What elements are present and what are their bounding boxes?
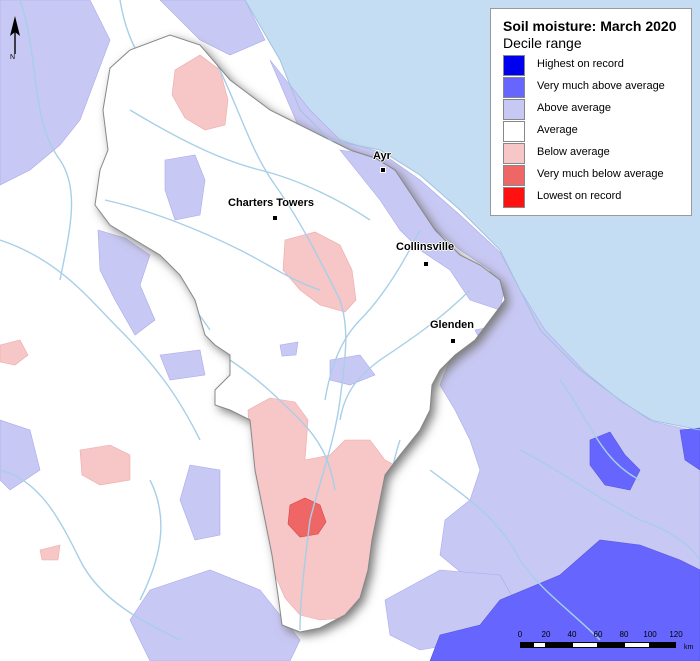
town-label-ayr: Ayr: [373, 150, 391, 162]
legend-title: Soil moisture: March 2020: [503, 18, 677, 34]
scale-tick-label: 80: [619, 630, 629, 639]
scale-tick-label: 60: [593, 630, 603, 639]
legend-label: Highest on record: [537, 58, 624, 70]
north-arrow-icon: [10, 16, 20, 54]
scale-tick-label: 20: [541, 630, 551, 639]
scale-unit: km: [684, 644, 694, 651]
scale-segment: [546, 642, 572, 648]
legend-item: Above average: [503, 99, 689, 121]
scale-bar: 0 20 40 60 80 100 120 km: [512, 630, 696, 658]
scale-tick-label: 100: [643, 630, 657, 639]
legend-item: Very much below average: [503, 165, 689, 187]
legend-item: Below average: [503, 143, 689, 165]
legend-swatch-above: [503, 99, 525, 120]
legend-label: Lowest on record: [537, 190, 622, 202]
legend-swatch-very-much-below: [503, 165, 525, 186]
map-legend: Soil moisture: March 2020 Decile range H…: [490, 8, 692, 216]
legend-swatch-very-much-above: [503, 77, 525, 98]
scale-segment: [533, 642, 546, 648]
legend-swatch-lowest: [503, 187, 525, 208]
scale-segment: [624, 642, 650, 648]
legend-item: Very much above average: [503, 77, 689, 99]
scale-segment: [520, 642, 533, 648]
scale-segment: [598, 642, 624, 648]
scale-tick-label: 0: [517, 630, 523, 639]
legend-subtitle: Decile range: [503, 35, 582, 51]
legend-label: Average: [537, 124, 578, 136]
town-dot-charters-towers: [272, 215, 278, 221]
legend-item: Average: [503, 121, 689, 143]
legend-label: Below average: [537, 146, 610, 158]
scale-segment: [650, 642, 676, 648]
scale-tick-label: 40: [567, 630, 577, 639]
legend-label: Very much above average: [537, 80, 665, 92]
town-dot-collinsville: [423, 261, 429, 267]
town-label-glenden: Glenden: [430, 319, 475, 331]
legend-item: Highest on record: [503, 55, 689, 77]
town-dot-ayr: [380, 167, 386, 173]
legend-label: Above average: [537, 102, 611, 114]
coastline: [244, 0, 700, 431]
town-label-collinsville: Collinsville: [396, 241, 455, 253]
legend-label: Very much below average: [537, 168, 664, 180]
north-arrow: N: [6, 14, 24, 66]
below-average-outside: [0, 339, 131, 561]
legend-swatch-highest: [503, 55, 525, 76]
scale-tick-label: 120: [669, 630, 683, 639]
town-dot-glenden: [450, 338, 456, 344]
north-letter: N: [10, 54, 16, 61]
town-label-charters-towers: Charters Towers: [228, 197, 314, 209]
scale-segment: [572, 642, 598, 648]
legend-swatch-average: [503, 121, 525, 142]
legend-swatch-below: [503, 143, 525, 164]
legend-item: Lowest on record: [503, 187, 689, 209]
